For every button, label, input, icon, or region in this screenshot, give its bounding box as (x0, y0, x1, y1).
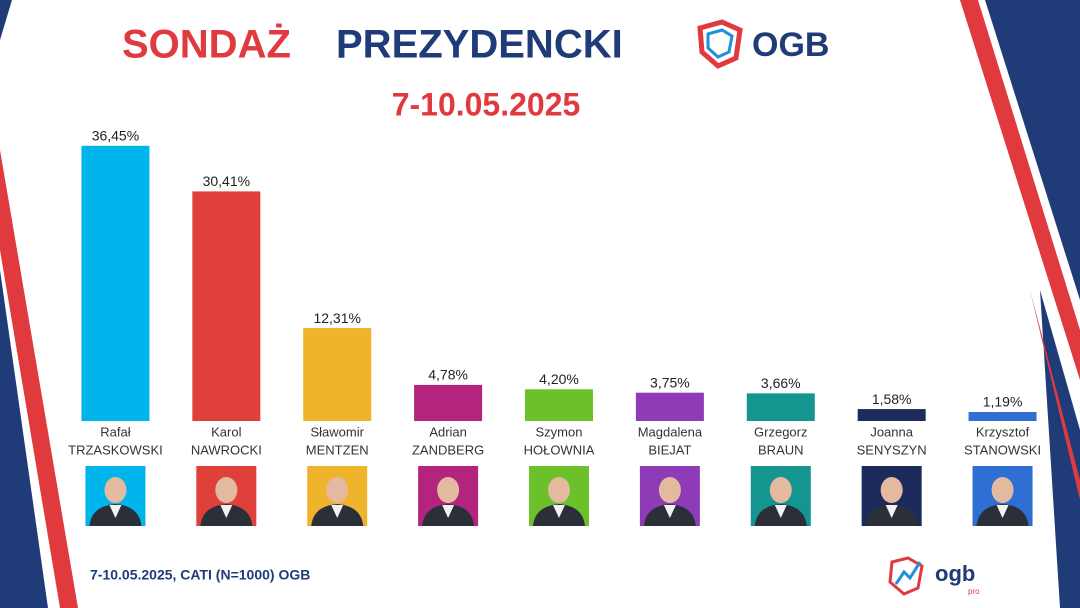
x-tick-label: Krzysztof (976, 424, 1030, 439)
bar (303, 328, 372, 421)
x-tick-label: Karol (211, 424, 241, 439)
candidate-photo (639, 466, 700, 526)
photo-collar (996, 505, 1009, 518)
photo-head (880, 477, 903, 503)
candidate-photo (196, 466, 257, 526)
photo-collar (331, 505, 344, 518)
candidate-photo (418, 466, 479, 526)
photo-collar (442, 505, 455, 518)
photo-head (104, 477, 127, 503)
candidate-photo (750, 466, 811, 526)
bar (857, 409, 926, 421)
photo-head (658, 477, 681, 503)
candidate-photo (85, 466, 146, 526)
candidate-photo (972, 466, 1033, 526)
x-tick-label: BIEJAT (648, 442, 691, 457)
value-label: 1,58% (872, 391, 912, 407)
value-label: 1,19% (983, 394, 1023, 410)
candidate-photo (529, 466, 589, 526)
photo-collar (220, 505, 233, 518)
x-tick-label: Magdalena (638, 424, 703, 439)
x-tick-label: BRAUN (758, 442, 804, 457)
bar (414, 384, 483, 421)
photo-head (991, 477, 1014, 503)
value-label: 12,31% (313, 310, 360, 326)
x-tick-label: Grzegorz (754, 424, 807, 439)
subtitle: 7-10.05.2025 (392, 86, 581, 122)
bar (192, 191, 261, 421)
logo (697, 19, 743, 69)
title-part: SONDAŻ (122, 23, 291, 67)
photo-collar (663, 505, 676, 518)
photo-head (769, 477, 792, 503)
photo-collar (109, 505, 122, 518)
x-tick-label: SENYSZYN (857, 442, 927, 457)
bar (525, 389, 593, 421)
logo-text: OGB (752, 26, 829, 64)
value-label: 4,20% (539, 371, 579, 387)
title-part: PREZYDENCKI (336, 23, 623, 67)
photo-head (548, 477, 570, 503)
bar (968, 412, 1037, 421)
value-label: 30,41% (203, 173, 250, 189)
footer-logo-icon (888, 556, 924, 596)
value-label: 36,45% (92, 128, 139, 144)
value-label: 3,75% (650, 374, 690, 390)
x-tick-label: Adrian (429, 424, 467, 439)
value-label: 3,66% (761, 375, 801, 391)
x-tick-label: Szymon (536, 424, 583, 439)
photo-head (215, 477, 238, 503)
x-tick-label: Sławomir (310, 424, 364, 439)
candidate-photo (307, 466, 368, 526)
photo-collar (553, 505, 565, 518)
x-tick-label: STANOWSKI (964, 442, 1041, 457)
photo-head (437, 477, 460, 503)
value-label: 4,78% (428, 367, 468, 383)
x-tick-label: MENTZEN (306, 442, 369, 457)
x-tick-label: HOŁOWNIA (524, 442, 595, 457)
photo-head (326, 477, 349, 503)
x-tick-label: ZANDBERG (412, 442, 484, 457)
x-tick-label: NAWROCKI (191, 442, 262, 457)
bar (81, 145, 150, 422)
photo-collar (885, 505, 898, 518)
footer-logo-text: ogb (935, 561, 975, 586)
source: 7-10.05.2025, CATI (N=1000) OGB (90, 567, 310, 583)
bar (746, 393, 815, 421)
x-tick-label: Joanna (870, 424, 913, 439)
candidate-photo (861, 466, 922, 526)
bar (635, 392, 704, 421)
footer-logo-sub: pro (968, 587, 980, 596)
photo-collar (774, 505, 787, 518)
x-tick-label: Rafał (100, 424, 130, 439)
x-tick-label: TRZASKOWSKI (68, 442, 163, 457)
